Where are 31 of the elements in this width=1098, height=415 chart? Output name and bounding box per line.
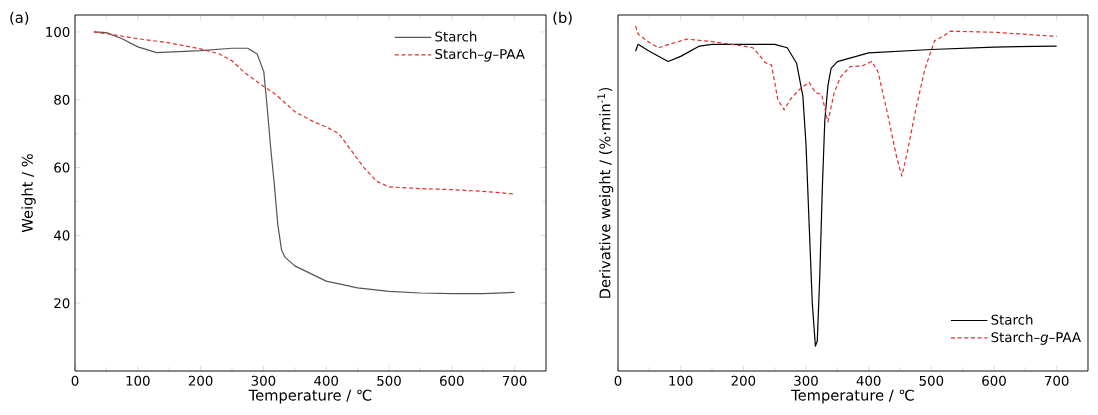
- x-tick-label: 600: [440, 375, 464, 386]
- x-axis-title: Temperature / ℃: [791, 389, 914, 404]
- chart-title: (a): [10, 11, 29, 25]
- y-axis-title: Weight / %: [21, 154, 36, 233]
- chart-title: (b): [553, 11, 572, 25]
- x-tick-label: 300: [251, 375, 276, 386]
- legend-label: Starch: [991, 314, 1033, 325]
- x-tick-label: 100: [126, 375, 150, 386]
- x-tick-label: 600: [982, 375, 1006, 386]
- y-tick-label: 80: [54, 94, 70, 105]
- x-tick-label: 0: [614, 375, 622, 386]
- legend-label: Starch–g–PAA: [991, 331, 1081, 345]
- x-tick-label: 200: [731, 375, 756, 386]
- x-tick-label: 700: [502, 375, 527, 386]
- x-tick-label: 100: [669, 375, 693, 386]
- y-axis-title: Derivative weight / (%·min$^{-1}$): [597, 87, 614, 298]
- legend-label: Starch–g–PAA: [435, 48, 525, 62]
- x-tick-label: 500: [377, 375, 401, 386]
- x-tick-label: 400: [314, 375, 339, 386]
- y-tick-label: 100: [46, 26, 70, 37]
- x-tick-label: 700: [1045, 375, 1069, 386]
- x-tick-label: 400: [856, 375, 881, 386]
- x-axis-title: Temperature / ℃: [248, 389, 372, 404]
- y-tick-label: 60: [54, 162, 70, 173]
- y-tick-label: 40: [53, 230, 70, 241]
- x-tick-label: 200: [188, 375, 213, 386]
- x-tick-label: 0: [71, 375, 79, 386]
- x-tick-label: 500: [919, 375, 944, 386]
- x-tick-label: 300: [794, 375, 818, 386]
- legend-label: Starch: [435, 31, 477, 42]
- y-tick-label: 20: [54, 298, 70, 309]
